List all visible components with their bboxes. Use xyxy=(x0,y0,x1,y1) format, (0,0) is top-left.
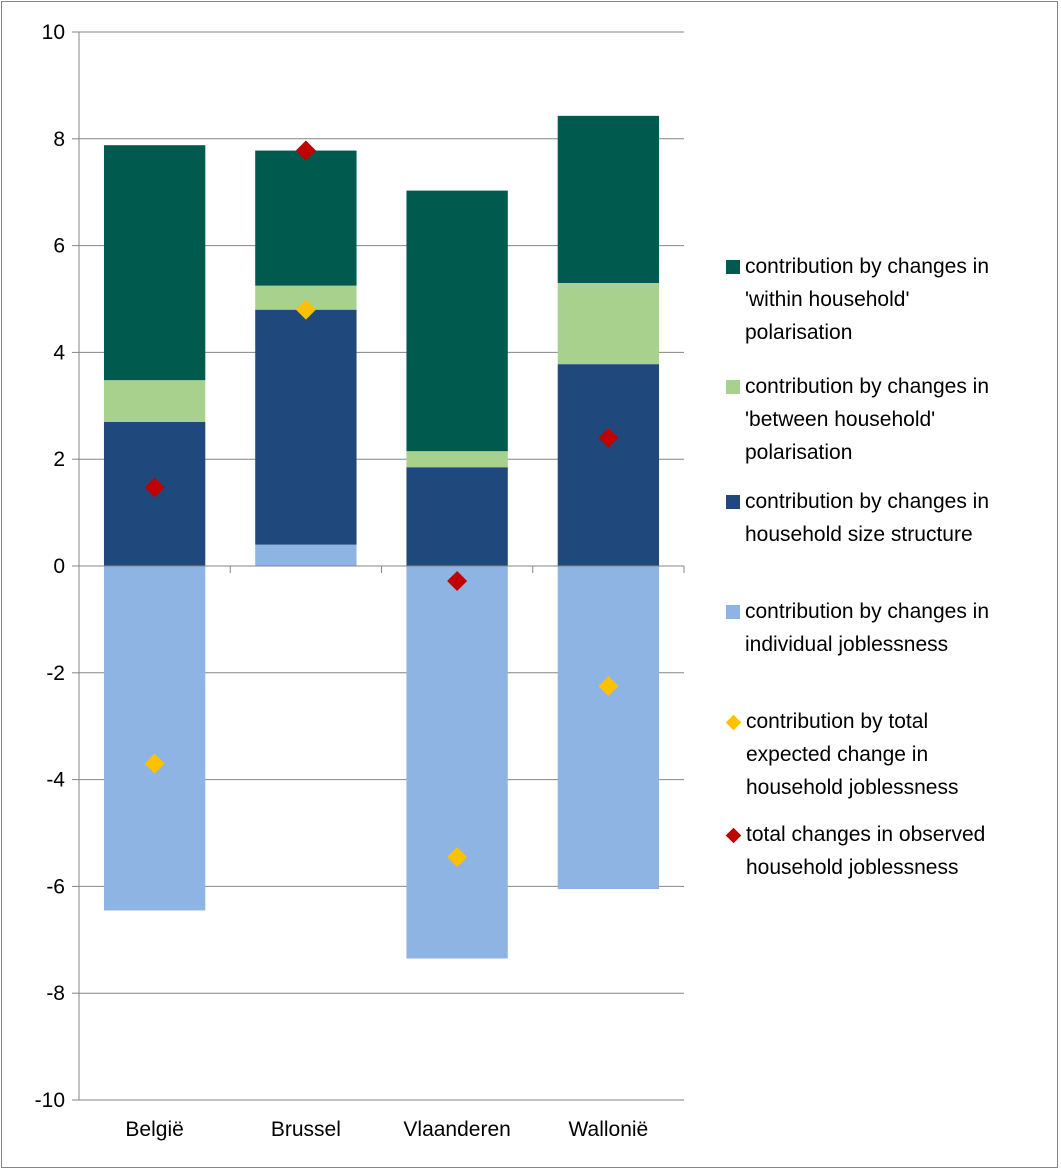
legend-item-observed: total changes in observed household jobl… xyxy=(725,818,1041,884)
legend-label-expected: contribution by total expected change in… xyxy=(746,710,959,799)
bar-segment xyxy=(557,364,660,566)
y-tick-label: -6 xyxy=(46,875,65,898)
bar-segment xyxy=(103,566,206,911)
legend-item-within: contribution by changes in 'within house… xyxy=(726,250,1040,349)
x-category-label: België xyxy=(125,1118,183,1141)
x-category-label: Brussel xyxy=(271,1118,341,1141)
data-marker xyxy=(447,570,468,591)
legend-label-individual: contribution by changes in individual jo… xyxy=(745,600,989,656)
y-tick-label: 2 xyxy=(53,448,65,471)
bar-segment xyxy=(406,190,508,452)
y-tick-label: -4 xyxy=(46,769,65,792)
data-marker xyxy=(295,140,316,161)
legend-swatch-between xyxy=(726,380,740,394)
bar-segment xyxy=(557,115,660,283)
legend-swatch-within xyxy=(726,260,740,274)
data-marker xyxy=(144,753,165,774)
y-tick-label: 10 xyxy=(42,21,65,44)
x-category-label: Wallonië xyxy=(568,1118,648,1141)
y-tick-label: 0 xyxy=(53,555,65,578)
legend-marker-expected xyxy=(725,714,742,731)
y-tick-label: 6 xyxy=(53,235,65,258)
tick-labels: 10 8 6 4 2 0 -2 -4 -6 -8 -10 België Brussel Vlaandere… xyxy=(35,21,649,1141)
data-marker xyxy=(447,847,468,868)
bar-segment xyxy=(255,544,357,566)
legend-item-expected: contribution by total expected change in… xyxy=(725,705,1041,804)
bar-segment xyxy=(557,566,660,890)
y-tick-label: 8 xyxy=(53,128,65,151)
bar-segment xyxy=(103,380,206,422)
axes xyxy=(72,31,685,1101)
bar-segment xyxy=(557,282,660,365)
y-tick-label: -2 xyxy=(46,662,65,685)
y-tick-label: 4 xyxy=(53,341,65,364)
bar-segment xyxy=(103,145,206,381)
bar-segment xyxy=(255,309,357,545)
bar-segment xyxy=(406,451,508,468)
legend-item-household-size: contribution by changes in household siz… xyxy=(726,485,1040,551)
legend-label-observed: total changes in observed household jobl… xyxy=(746,823,986,879)
x-category-label: Vlaanderen xyxy=(403,1118,510,1141)
data-marker xyxy=(598,427,619,448)
legend-label-between: contribution by changes in 'between hous… xyxy=(745,375,989,464)
bar-segment xyxy=(255,150,357,286)
bars xyxy=(103,115,660,959)
data-marker xyxy=(598,676,619,697)
bar-segment xyxy=(406,467,508,566)
legend-swatch-individual xyxy=(726,605,740,619)
y-tick-label: -8 xyxy=(46,982,65,1005)
legend-swatch-household-size xyxy=(726,495,740,509)
markers xyxy=(144,140,619,868)
data-marker xyxy=(144,477,165,498)
bar-segment xyxy=(406,566,508,959)
legend-label-within: contribution by changes in 'within house… xyxy=(745,255,989,344)
legend-marker-observed xyxy=(725,827,742,844)
y-tick-label: -10 xyxy=(35,1089,65,1112)
legend-item-between: contribution by changes in 'between hous… xyxy=(726,370,1040,469)
legend-label-household-size: contribution by changes in household siz… xyxy=(745,490,989,546)
legend-item-individual: contribution by changes in individual jo… xyxy=(726,595,1040,661)
data-marker xyxy=(295,299,316,320)
